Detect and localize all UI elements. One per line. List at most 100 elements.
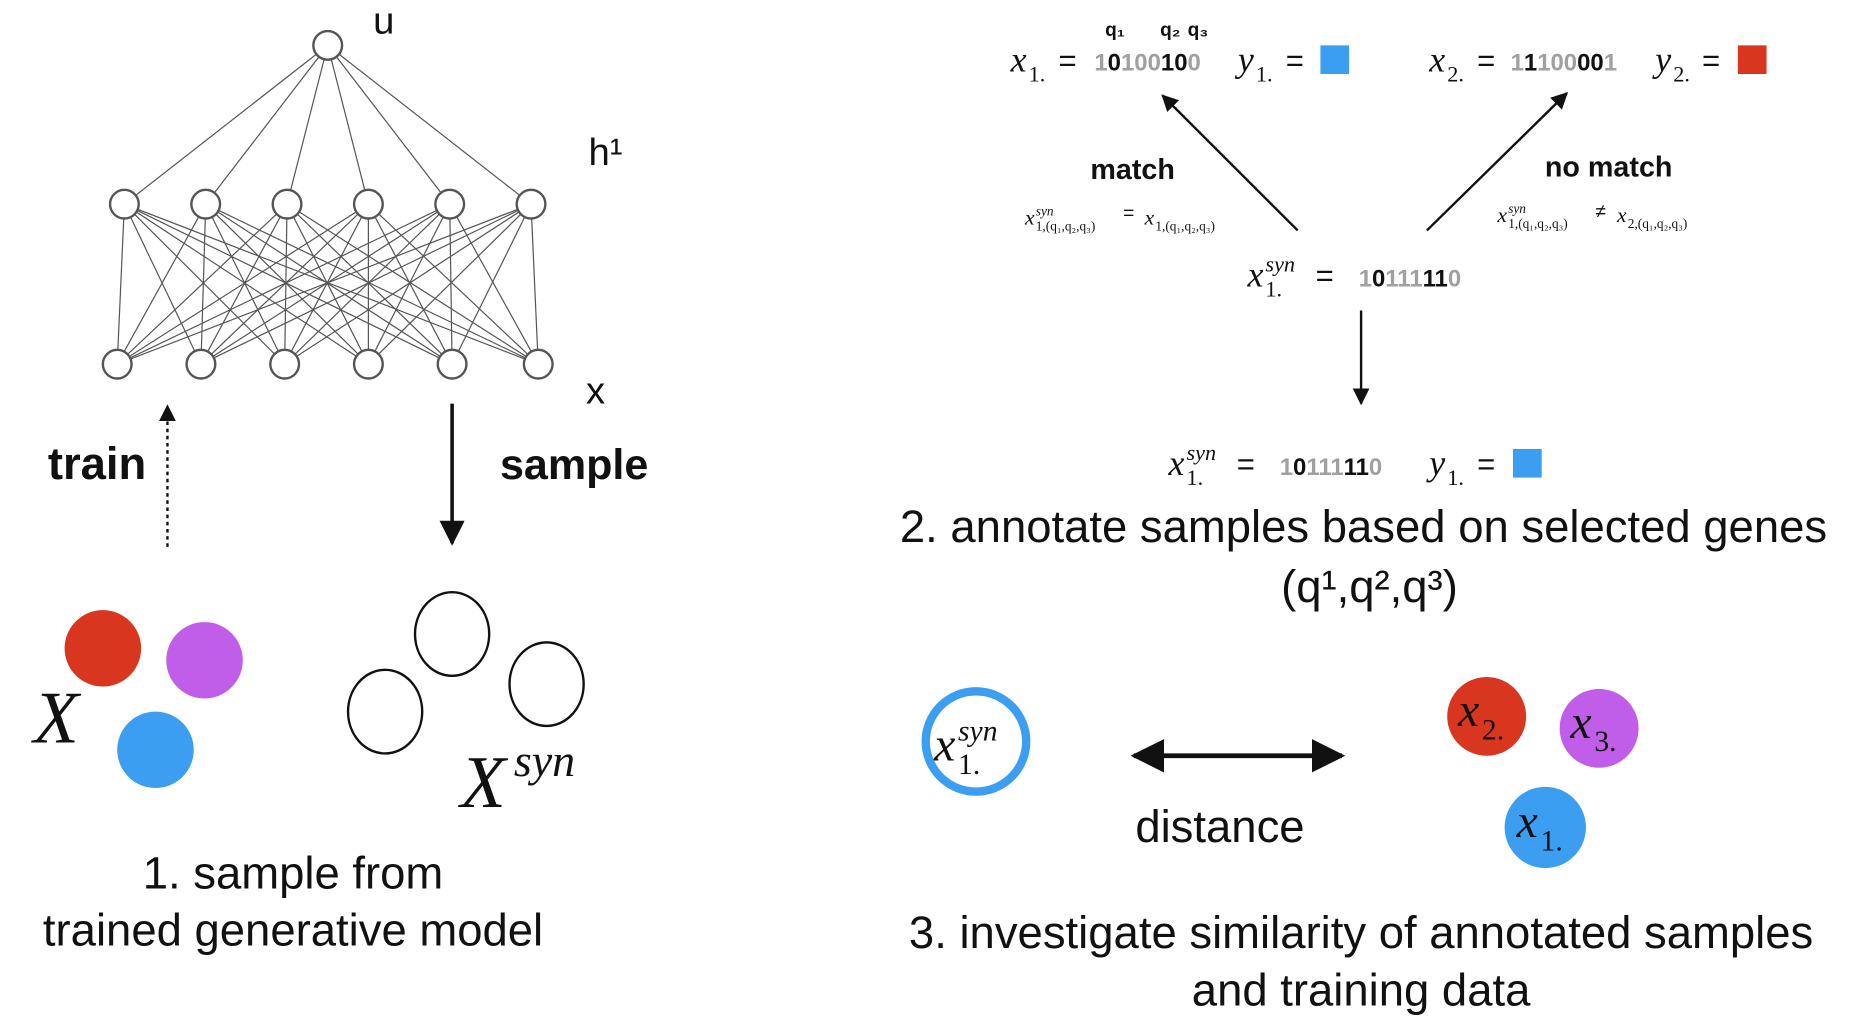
sample-label: sample <box>500 441 648 489</box>
edge <box>200 204 207 365</box>
edge <box>449 203 539 365</box>
bit-segment: 00 <box>1577 49 1604 76</box>
bit-segment: 0 <box>1293 454 1306 481</box>
edge <box>205 203 539 365</box>
edge <box>327 44 532 205</box>
var-sup: syn <box>1186 440 1216 465</box>
equals: = <box>1702 44 1720 79</box>
edge <box>116 203 207 365</box>
formula-sup: syn <box>1036 203 1054 218</box>
train-label: train <box>48 438 146 489</box>
synthetic-set-base: X <box>457 742 508 824</box>
synthetic-point <box>346 668 424 755</box>
caption: 1. sample from <box>143 847 444 898</box>
var-base: x <box>1168 443 1185 483</box>
formula-sub: 1,(q₁,q₂,q₃) <box>1508 216 1568 231</box>
sample-var-base: x <box>1457 684 1479 737</box>
edge <box>286 203 539 365</box>
edge <box>124 44 329 205</box>
label-var-base: y <box>1652 40 1671 80</box>
edge <box>116 203 288 365</box>
relation: ≠ <box>1596 201 1607 222</box>
sample-var-base: x <box>933 719 955 772</box>
layer-label: h¹ <box>588 131 622 174</box>
data-point <box>64 610 142 687</box>
node <box>436 348 468 380</box>
node <box>522 348 554 380</box>
equals: = <box>1477 44 1495 79</box>
label-var-base: y <box>1235 40 1254 80</box>
bit-segment: 0 <box>1369 454 1382 481</box>
formula-base: x <box>1616 203 1627 227</box>
synthetic-point <box>413 591 491 677</box>
synthetic-point <box>508 641 585 728</box>
edge <box>367 203 451 365</box>
data-set-base: X <box>30 678 81 760</box>
layer-label: u <box>373 0 394 42</box>
bit-segment: 1 <box>1359 266 1372 293</box>
formula-base: x <box>1496 203 1507 227</box>
caption: trained generative model <box>43 905 543 956</box>
edge <box>284 204 288 365</box>
bit-segment: 0 <box>1108 49 1121 76</box>
bit-segment: 0 <box>1372 266 1385 293</box>
edge <box>123 203 202 365</box>
edge <box>205 203 453 365</box>
bit-segment: 111 <box>1306 454 1343 481</box>
formula-base: x <box>1024 205 1035 229</box>
data-point <box>117 711 194 789</box>
node <box>352 188 384 220</box>
node <box>515 188 547 220</box>
node <box>312 29 344 61</box>
var-base: x <box>1428 40 1445 80</box>
class-marker <box>1512 448 1542 478</box>
edge <box>205 45 329 205</box>
sample-var-sub: 2. <box>1482 714 1504 746</box>
distance-label: distance <box>1135 801 1304 852</box>
node <box>190 188 222 220</box>
gene-label: q₁ <box>1105 20 1125 41</box>
sample-var-sup: syn <box>958 716 998 748</box>
data-point <box>166 622 243 699</box>
formula-sub: 2,(q₁,q₂,q₃) <box>1628 216 1688 231</box>
edge <box>367 203 539 365</box>
edge <box>286 203 369 365</box>
bit-segment: 1 <box>1280 454 1293 481</box>
equals: = <box>1316 259 1334 294</box>
node <box>185 348 217 380</box>
edge <box>200 203 532 365</box>
var-base: x <box>1010 40 1027 80</box>
bit-string: 10111110 <box>1280 454 1382 481</box>
edge <box>116 204 125 365</box>
formula-sup: syn <box>1508 201 1526 216</box>
edge <box>116 203 369 365</box>
bit-string: 11100001 <box>1511 49 1617 76</box>
comparison-title: no match <box>1545 152 1673 184</box>
bit-string: 10100100 <box>1094 49 1200 76</box>
equals: = <box>1237 447 1255 482</box>
arrow <box>1161 94 1299 232</box>
sample-var-sub: 3. <box>1594 726 1616 758</box>
edge <box>367 203 453 365</box>
edge <box>200 203 288 365</box>
bit-segment: 0 <box>1448 266 1461 293</box>
var-base: x <box>1246 255 1263 295</box>
synthetic-set-sup: syn <box>514 735 575 786</box>
edge <box>327 45 451 205</box>
bit-string: 10111110 <box>1359 266 1461 293</box>
edge <box>530 204 539 365</box>
edge <box>367 203 532 365</box>
edge <box>284 203 532 365</box>
label-var-sub: 1. <box>1256 62 1273 87</box>
node <box>108 188 140 220</box>
caption: (q¹,q²,q³) <box>1281 561 1458 612</box>
edge <box>284 203 369 365</box>
node <box>352 348 384 380</box>
bit-segment: 111 <box>1385 266 1422 293</box>
edge <box>123 203 286 365</box>
bit-segment: 1 <box>1524 49 1537 76</box>
var-sup: syn <box>1265 252 1295 277</box>
relation: = <box>1123 204 1134 225</box>
gene-label: q₂ <box>1160 20 1180 41</box>
